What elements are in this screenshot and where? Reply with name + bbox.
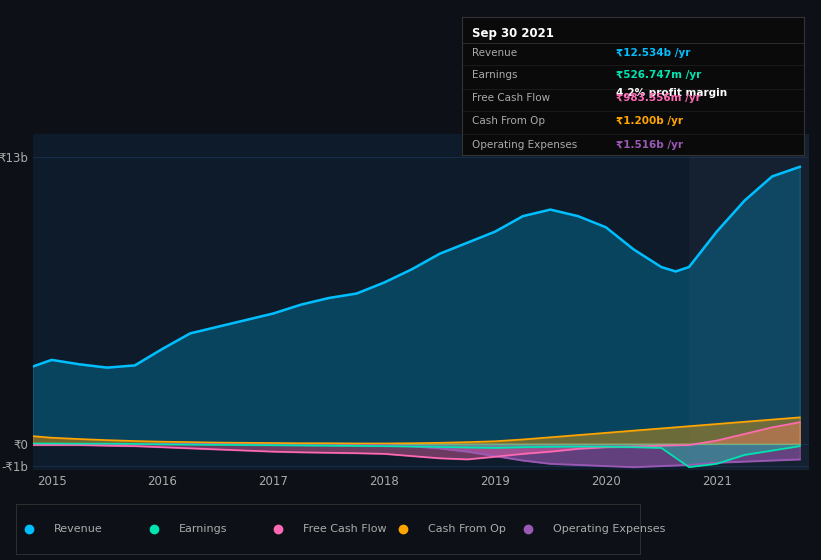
Text: ₹1.516b /yr: ₹1.516b /yr — [616, 141, 683, 150]
Text: ₹1.200b /yr: ₹1.200b /yr — [616, 115, 683, 125]
Text: Revenue: Revenue — [54, 524, 103, 534]
Text: Free Cash Flow: Free Cash Flow — [472, 94, 550, 104]
Text: Free Cash Flow: Free Cash Flow — [304, 524, 387, 534]
Text: 4.2% profit margin: 4.2% profit margin — [616, 88, 727, 98]
Text: ₹12.534b /yr: ₹12.534b /yr — [616, 48, 690, 58]
Text: Earnings: Earnings — [179, 524, 227, 534]
Text: Sep 30 2021: Sep 30 2021 — [472, 27, 554, 40]
Text: ₹983.556m /yr: ₹983.556m /yr — [616, 94, 700, 104]
Text: Earnings: Earnings — [472, 70, 518, 80]
Text: Revenue: Revenue — [472, 48, 517, 58]
Text: Operating Expenses: Operating Expenses — [553, 524, 665, 534]
Text: ₹526.747m /yr: ₹526.747m /yr — [616, 70, 701, 80]
Text: Cash From Op: Cash From Op — [429, 524, 506, 534]
Text: Operating Expenses: Operating Expenses — [472, 141, 577, 150]
Bar — [689, 134, 809, 470]
Text: Cash From Op: Cash From Op — [472, 115, 545, 125]
